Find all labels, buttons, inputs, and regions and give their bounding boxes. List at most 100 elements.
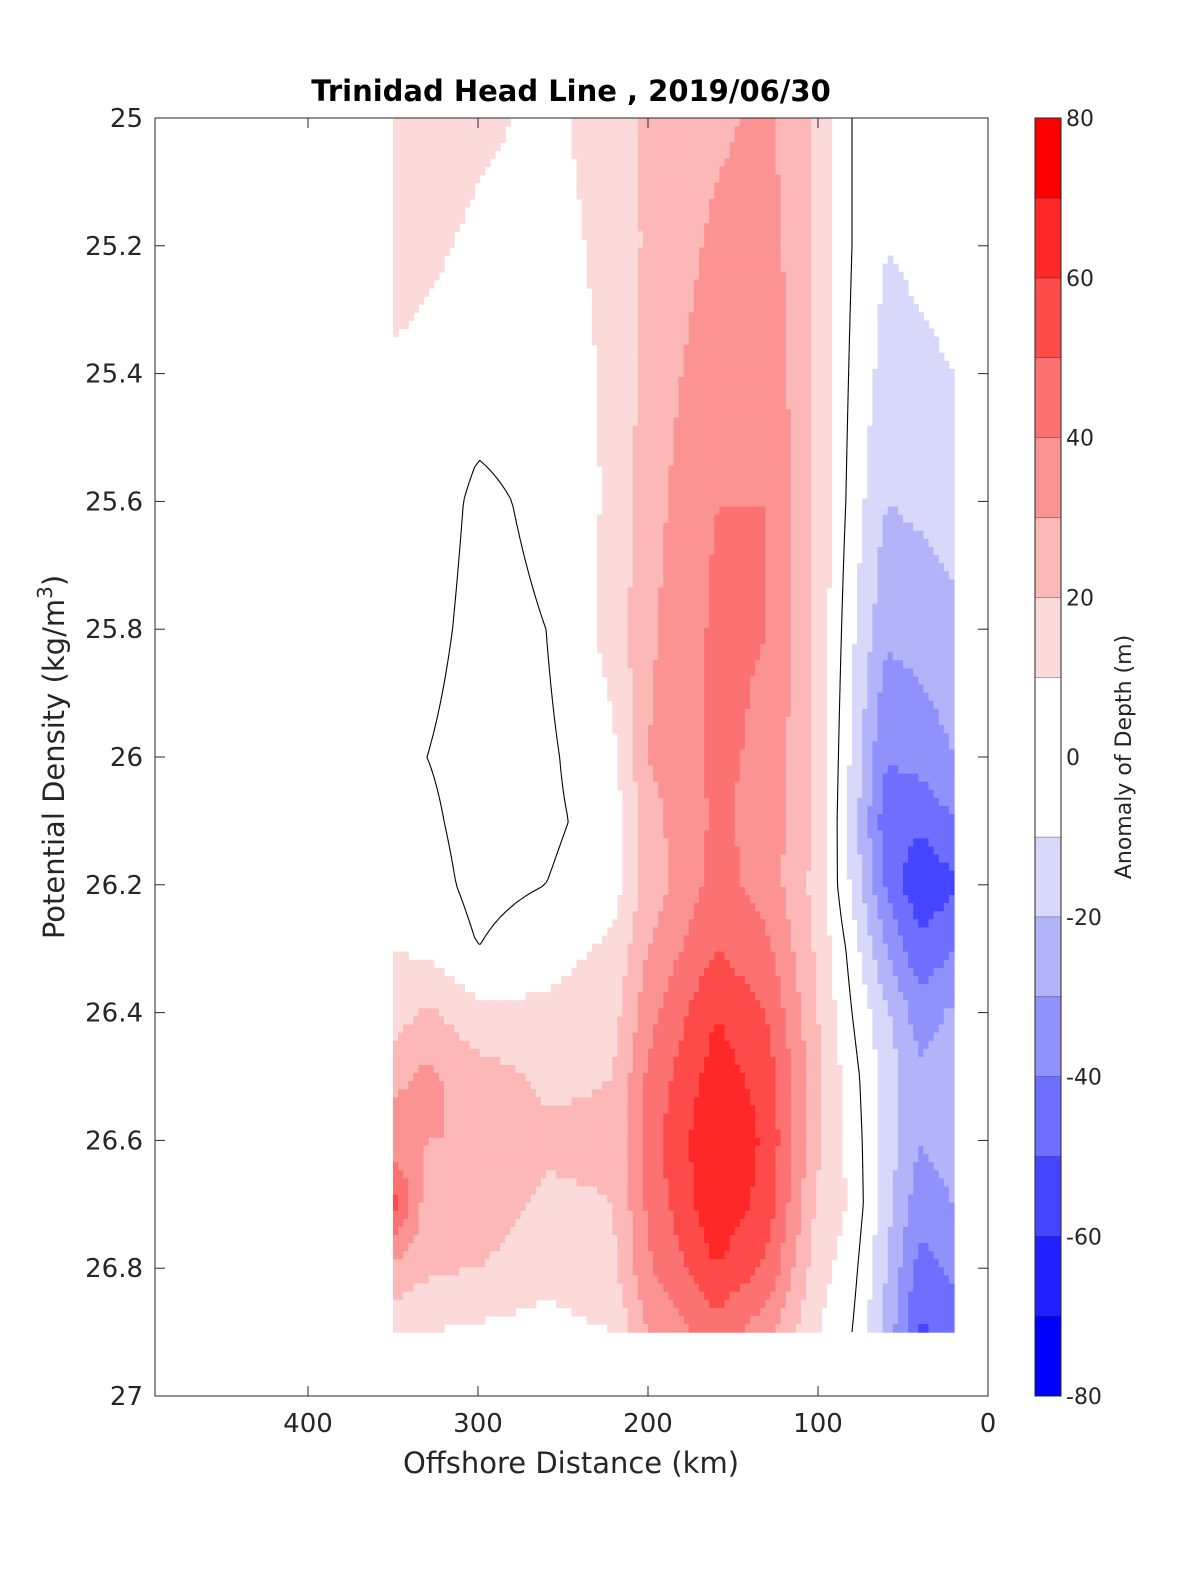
contour-cell [857, 579, 863, 589]
contour-cell [887, 336, 894, 346]
contour-cell [622, 279, 629, 289]
contour-cell [729, 279, 736, 289]
contour-cell [913, 684, 919, 694]
contour-cell [903, 409, 909, 419]
contour-cell [765, 320, 771, 330]
contour-cell [903, 603, 909, 613]
contour-cell [428, 166, 435, 176]
contour-cell [612, 611, 618, 621]
contour-cell [913, 636, 919, 645]
contour-cell [928, 530, 935, 540]
contour-cell [678, 158, 685, 168]
contour-cell [811, 377, 817, 386]
contour-cell [785, 312, 792, 321]
contour-cell [908, 425, 914, 435]
contour-cell [750, 441, 756, 451]
contour-cell [454, 134, 460, 143]
contour-cell [811, 304, 817, 313]
contour-cell [668, 401, 675, 410]
contour-cell [877, 417, 884, 427]
contour-cell [709, 393, 715, 402]
contour-cell [653, 126, 659, 135]
contour-cell [734, 425, 741, 435]
contour-cell [658, 466, 664, 475]
contour-cell [678, 279, 685, 289]
contour-cell [734, 401, 741, 410]
contour-cell [704, 118, 710, 127]
contour-cell [811, 287, 817, 297]
contour-cell [785, 368, 792, 378]
contour-cell [663, 215, 669, 224]
contour-cell [699, 134, 705, 143]
contour-cell [739, 385, 746, 394]
contour-cell [637, 247, 644, 257]
contour-cell [663, 328, 669, 338]
contour-cell [668, 449, 675, 459]
contour-cell [729, 571, 736, 580]
contour-cell [648, 676, 654, 686]
contour-cell [765, 571, 771, 580]
contour-cell [750, 271, 756, 281]
contour-cell [642, 263, 649, 273]
contour-cell [683, 506, 690, 516]
contour-cell [801, 344, 807, 354]
contour-cell [903, 700, 909, 710]
contour-cell [444, 126, 450, 135]
contour-cell [882, 563, 889, 572]
contour-cell [785, 619, 792, 629]
contour-cell [612, 336, 618, 346]
contour-cell [765, 652, 771, 661]
contour-cell [673, 296, 680, 305]
contour-cell [632, 668, 639, 678]
contour-cell [821, 506, 828, 516]
contour-cell [918, 749, 924, 759]
contour-cell [770, 360, 777, 370]
contour-cell [775, 555, 782, 564]
contour-cell [642, 506, 649, 516]
contour-cell [393, 223, 399, 232]
contour-cell [790, 684, 797, 694]
contour-cell [918, 312, 924, 321]
contour-cell [765, 538, 771, 548]
contour-cell [785, 546, 792, 556]
contour-cell [913, 563, 919, 572]
contour-cell [704, 603, 710, 613]
contour-cell [770, 482, 777, 491]
contour-cell [418, 239, 425, 249]
contour-cell [632, 239, 639, 249]
contour-cell [887, 741, 894, 750]
contour-cell [780, 506, 787, 516]
contour-cell [790, 474, 797, 483]
contour-cell [474, 126, 481, 135]
contour-cell [734, 126, 741, 135]
contour-cell [658, 579, 664, 589]
contour-cell [765, 352, 771, 362]
contour-cell [739, 555, 746, 564]
contour-cell [933, 716, 940, 726]
contour-cell [693, 619, 700, 629]
contour-cell [790, 142, 797, 151]
contour-cell [938, 668, 945, 678]
contour-cell [612, 522, 618, 532]
contour-cell [882, 741, 889, 750]
contour-cell [724, 587, 731, 597]
contour-cell [658, 368, 664, 378]
contour-cell [821, 190, 828, 200]
contour-cell [933, 684, 940, 694]
contour-cell [622, 530, 629, 540]
contour-cell [724, 708, 731, 718]
contour-cell [597, 449, 603, 459]
contour-cell [877, 490, 884, 500]
contour-cell [790, 538, 797, 548]
contour-cell [642, 377, 649, 386]
contour-cell [683, 595, 690, 605]
contour-cell [826, 174, 833, 184]
contour-cell [413, 296, 420, 305]
contour-cell [678, 522, 685, 532]
contour-cell [811, 514, 817, 524]
contour-cell [714, 352, 720, 362]
contour-cell [693, 279, 700, 289]
contour-cell [418, 296, 425, 305]
contour-cell [770, 368, 777, 378]
